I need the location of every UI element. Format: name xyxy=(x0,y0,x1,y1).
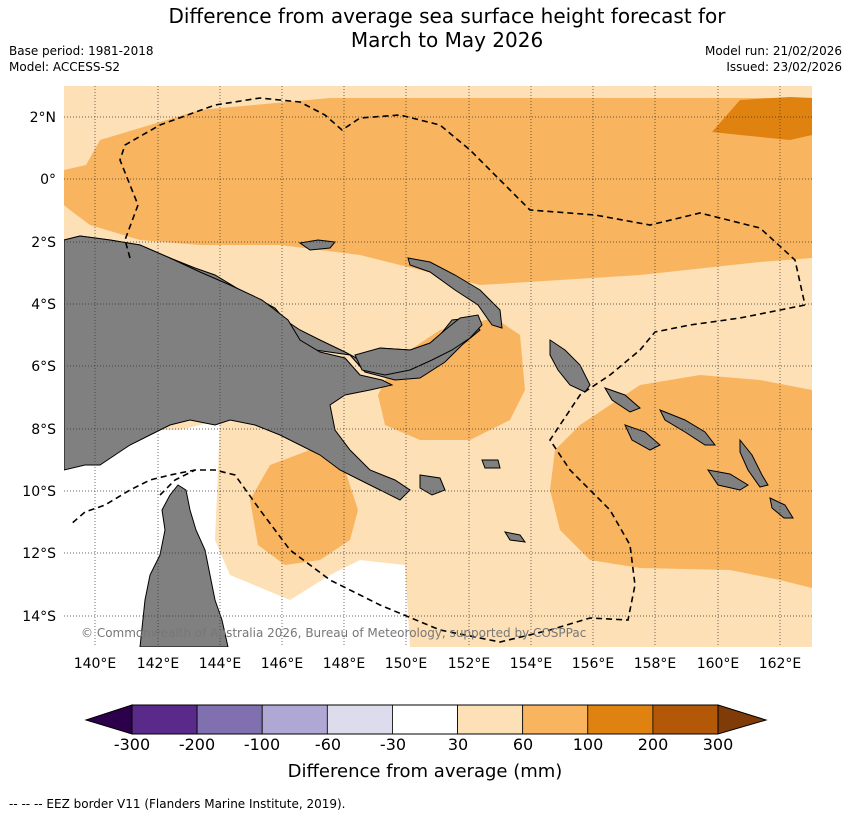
colorbar-tick: 30 xyxy=(447,735,469,754)
colorbar-swatches xyxy=(131,704,719,735)
colorbar-swatch xyxy=(587,704,654,735)
lat-label: 8°S xyxy=(31,422,56,438)
colorbar-tick: -60 xyxy=(314,735,342,754)
colorbar-tick: 60 xyxy=(512,735,534,754)
land-new-guinea-mainland xyxy=(64,235,411,501)
colorbar xyxy=(84,704,768,735)
lat-label: 4°S xyxy=(31,297,56,313)
colorbar-swatch xyxy=(131,704,198,735)
land-choiseul xyxy=(603,387,641,413)
land-manus xyxy=(298,239,336,251)
lon-label: 142°E xyxy=(137,656,180,672)
meta-left: Base period: 1981-2018 Model: ACCESS-S2 xyxy=(9,43,154,75)
land-new-georgia xyxy=(624,424,661,451)
title-line-1: Difference from average sea surface heig… xyxy=(168,4,726,28)
lon-label: 140°E xyxy=(74,656,117,672)
eez-legend-note: -- -- -- EEZ border V11 (Flanders Marine… xyxy=(9,797,346,811)
lon-label: 158°E xyxy=(634,656,677,672)
lon-label: 156°E xyxy=(572,656,615,672)
lon-label: 160°E xyxy=(697,656,740,672)
land-trobriand xyxy=(481,459,501,469)
lon-label: 154°E xyxy=(510,656,553,672)
colorbar-swatch xyxy=(457,704,524,735)
colorbar-title: Difference from average (mm) xyxy=(287,761,563,782)
colorbar-swatch xyxy=(261,704,328,735)
colorbar-swatch xyxy=(522,704,589,735)
lon-label: 162°E xyxy=(759,656,802,672)
colorbar-tick: -300 xyxy=(113,735,151,754)
band-60-100-southwest xyxy=(250,450,358,565)
colorbar-swatch xyxy=(652,704,719,735)
colorbar-tick: -30 xyxy=(379,735,407,754)
lon-label: 148°E xyxy=(323,656,366,672)
band-100-200-northeast xyxy=(712,97,812,140)
lon-label: 150°E xyxy=(385,656,428,672)
land-santa-isabel xyxy=(658,409,717,446)
land-fergusson xyxy=(419,474,446,496)
lat-label: 0° xyxy=(40,172,56,188)
colorbar-tick: -100 xyxy=(243,735,281,754)
lat-axis: 2°N 0° 2°S 4°S 6°S 8°S 10°S 12°S 14°S xyxy=(22,110,56,625)
lon-axis: 140°E 142°E 144°E 146°E 148°E 150°E 152°… xyxy=(74,656,802,672)
map-svg: 2°N 0° 2°S 4°S 6°S 8°S 10°S 12°S 14°S 14… xyxy=(22,86,812,672)
colorbar-frame xyxy=(131,704,719,735)
lat-label: 12°S xyxy=(22,546,56,562)
land-new-britain xyxy=(354,314,483,376)
model-name: Model: ACCESS-S2 xyxy=(9,60,121,74)
colorbar-tick: 300 xyxy=(702,735,734,754)
lat-label: 2°N xyxy=(30,110,56,126)
lon-label: 144°E xyxy=(199,656,242,672)
lat-label: 6°S xyxy=(31,359,56,375)
band-30-60-northwest xyxy=(64,86,812,170)
land-malaita xyxy=(739,438,769,488)
band-60-100-north xyxy=(64,86,812,285)
land-makira xyxy=(769,497,794,519)
chart-title: Difference from average sea surface heig… xyxy=(0,4,850,52)
meta-right: Model run: 21/02/2026 Issued: 23/02/2026 xyxy=(705,43,842,75)
gridlines xyxy=(64,86,812,647)
lat-label: 10°S xyxy=(22,484,56,500)
colorbar-tick: 200 xyxy=(637,735,669,754)
title-line-2: March to May 2026 xyxy=(350,28,544,52)
land-cape-york xyxy=(139,484,229,647)
band-60-100-southeast xyxy=(550,375,812,588)
lat-label: 2°S xyxy=(31,235,56,251)
land-new-ireland xyxy=(407,257,503,329)
lon-label: 146°E xyxy=(261,656,304,672)
issued-date: Issued: 23/02/2026 xyxy=(726,60,842,74)
colorbar-swatch xyxy=(392,704,458,735)
colorbar-tick: -200 xyxy=(178,735,216,754)
colorbar-tick: 100 xyxy=(572,735,604,754)
model-run: Model run: 21/02/2026 xyxy=(704,44,842,58)
lon-label: 152°E xyxy=(448,656,491,672)
copyright-notice: © Commonwealth of Australia 2026, Bureau… xyxy=(81,626,586,640)
colorbar-swatch xyxy=(196,704,263,735)
eez-borders xyxy=(69,97,806,643)
land-rossel xyxy=(503,531,527,543)
map-area xyxy=(64,86,812,647)
colorbar-high-extend xyxy=(717,704,768,735)
colorbar-low-extend xyxy=(84,704,133,735)
base-period: Base period: 1981-2018 xyxy=(9,44,154,58)
colorbar-swatch xyxy=(326,704,393,735)
lat-label: 14°S xyxy=(22,609,56,625)
